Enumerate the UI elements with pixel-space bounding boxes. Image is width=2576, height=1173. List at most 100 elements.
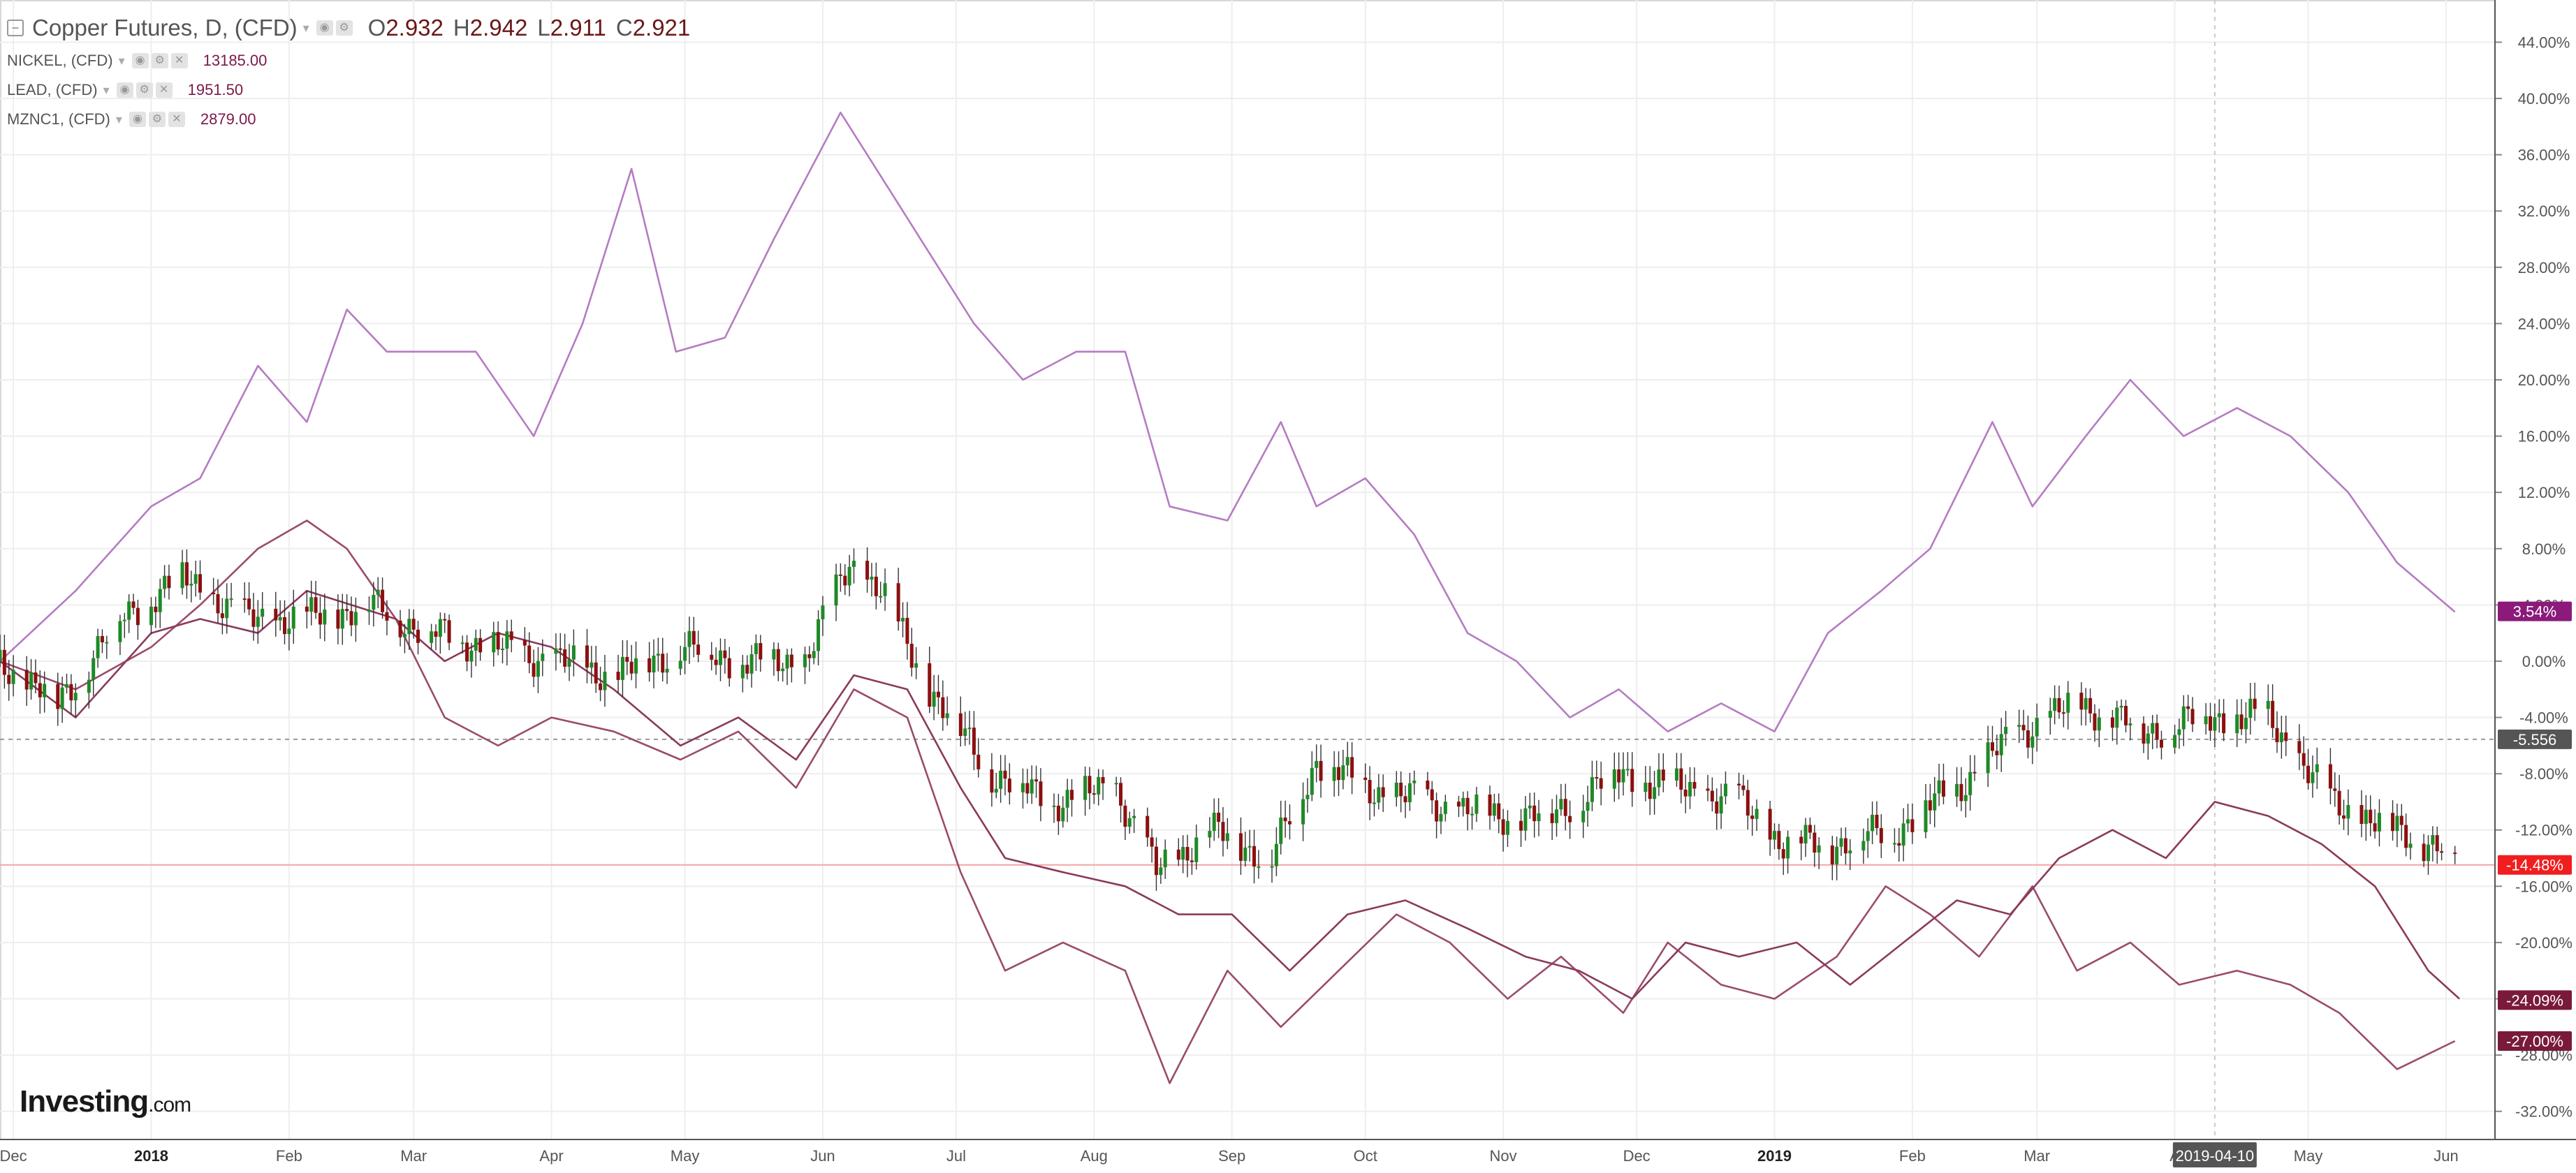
candle-body (34, 672, 38, 684)
candle-body (2181, 706, 2186, 730)
candle-body (1350, 757, 1354, 778)
candle-body (1461, 797, 1465, 807)
candle-body (1377, 787, 1381, 803)
y-tick-label: -4.00% (2519, 709, 2568, 727)
candle-body (469, 650, 474, 662)
candle-body (1737, 783, 1741, 785)
candle-body (1341, 765, 1345, 781)
candle-body (478, 637, 483, 653)
candle-body (1523, 808, 1528, 831)
candle-body (1768, 809, 1772, 840)
candle-body (1813, 832, 1817, 853)
y-tick-label: -12.00% (2515, 822, 2573, 839)
overlay-actions: ◉ ⚙ ✕ (129, 112, 188, 127)
candle-body (1025, 783, 1030, 794)
candle-body (883, 583, 887, 596)
candle-body (1661, 769, 1665, 781)
candle-body (2244, 718, 2248, 730)
close-icon[interactable]: ✕ (155, 82, 173, 98)
chevron-down-icon[interactable]: ▾ (118, 53, 125, 68)
candle-body (24, 670, 29, 690)
candle-body (336, 610, 340, 629)
candle-body (1999, 734, 2003, 755)
crosshair-price-label: -5.556 (2513, 731, 2556, 748)
y-tick-label: 32.00% (2518, 202, 2570, 220)
candle-body (656, 654, 660, 656)
price-label: -14.48% (2506, 857, 2563, 874)
eye-icon[interactable]: ◉ (116, 82, 133, 98)
gear-icon[interactable]: ⚙ (136, 82, 153, 98)
candle-body (1710, 790, 1714, 802)
candle-body (1101, 776, 1105, 783)
x-tick-label: Sep (1218, 1147, 1245, 1165)
candle-body (1243, 847, 1247, 861)
y-tick-label: -32.00% (2515, 1103, 2573, 1121)
overlay-value: 2879.00 (200, 110, 256, 128)
candle-body (2377, 813, 2381, 832)
candle-body (225, 598, 229, 619)
candle-body (1132, 816, 1136, 818)
candle-body (727, 658, 731, 679)
high-label: H (453, 15, 470, 40)
close-label: C (615, 15, 633, 40)
candle-body (936, 691, 940, 698)
chevron-down-icon[interactable]: ▾ (115, 112, 122, 126)
candle-body (976, 754, 981, 769)
candle-body (447, 620, 451, 643)
gear-icon[interactable]: ⚙ (151, 53, 168, 68)
candle-body (603, 671, 607, 691)
candle-body (29, 672, 34, 690)
candle-body (1305, 795, 1310, 799)
candle-body (1879, 828, 1883, 843)
candle-body (1537, 813, 1541, 822)
candle-body (1621, 769, 1625, 783)
candle-body (1781, 849, 1785, 859)
x-tick-label: Apr (539, 1147, 563, 1165)
candle-body (465, 642, 469, 662)
candle-body (2364, 809, 2368, 825)
chevron-down-icon[interactable]: ▾ (103, 82, 110, 97)
price-label-box (2498, 990, 2572, 1010)
gear-icon[interactable]: ⚙ (148, 112, 166, 127)
main-series-actions: ◉ ⚙ (316, 20, 356, 36)
x-tick-label: Oct (1354, 1147, 1377, 1165)
candle-body (1563, 799, 1567, 816)
eye-icon[interactable]: ◉ (316, 20, 333, 36)
candle-body (2239, 714, 2244, 730)
close-icon[interactable]: ✕ (170, 53, 188, 68)
candle-body (1426, 780, 1430, 790)
gear-icon[interactable]: ⚙ (335, 20, 353, 36)
candle-body (1928, 800, 1932, 811)
candle-body (353, 612, 358, 626)
collapse-icon[interactable]: − (7, 20, 24, 36)
candle-body (2110, 717, 2114, 728)
candle-body (1146, 816, 1150, 838)
eye-icon[interactable]: ◉ (131, 53, 149, 68)
candle-body (896, 583, 900, 621)
candle-body (745, 665, 749, 674)
chevron-down-icon[interactable]: ▾ (302, 20, 309, 35)
candle-body (283, 617, 287, 635)
candle-body (967, 728, 972, 730)
candle-body (287, 628, 291, 635)
eye-icon[interactable]: ◉ (129, 112, 146, 127)
candle-body (678, 661, 682, 669)
candle-body (2306, 765, 2311, 783)
candle-body (1941, 780, 1945, 797)
candle-body (1843, 838, 1847, 854)
candle-group (0, 547, 2457, 891)
x-tick-label: 2018 (134, 1147, 168, 1165)
overlay-name: LEAD, (CFD) (7, 81, 98, 98)
candle-body (1123, 805, 1127, 827)
candle-body (11, 670, 15, 684)
close-icon[interactable]: ✕ (168, 112, 185, 127)
candle-body (945, 713, 949, 718)
low-readout: L2.911 (537, 15, 606, 41)
candle-body (1403, 796, 1407, 803)
candle-body (1648, 782, 1652, 799)
candle-body (1901, 823, 1905, 846)
candle-body (122, 619, 126, 621)
x-tick-label: Dec (0, 1147, 27, 1165)
